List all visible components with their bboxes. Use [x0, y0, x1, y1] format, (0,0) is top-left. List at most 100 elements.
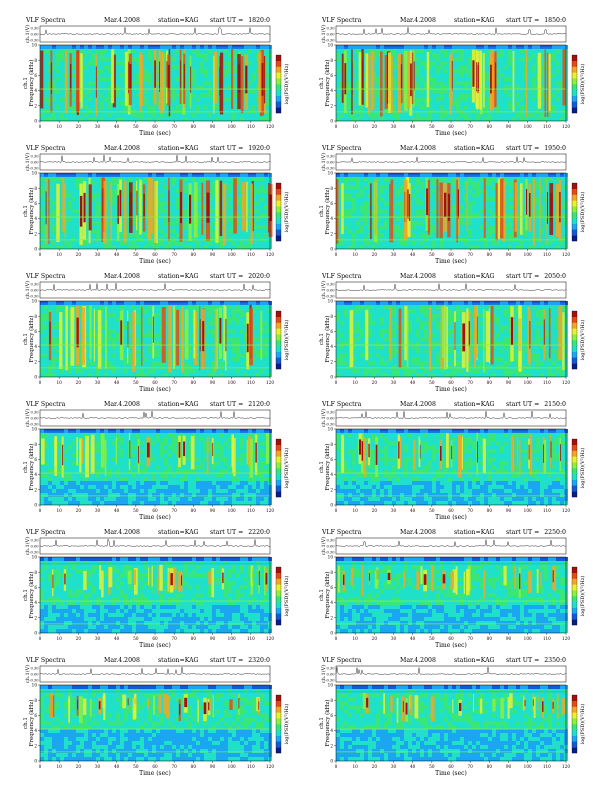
spectrogram-cell	[520, 177, 524, 181]
spectrogram-cell	[228, 49, 232, 53]
spectrogram-cell	[48, 221, 52, 225]
spectrogram-cell	[144, 173, 148, 177]
spectrogram-cell	[108, 241, 112, 245]
spectrogram-streak	[103, 180, 107, 244]
spectrogram-cell	[424, 93, 428, 97]
spectrogram-cell	[376, 209, 380, 213]
spectrogram-cell	[436, 53, 440, 57]
spectrogram-cell	[228, 69, 232, 73]
spectrogram-cell	[156, 217, 160, 221]
spectrogram-cell	[532, 113, 536, 117]
spectrogram-cell	[48, 201, 52, 205]
spectrogram-cell	[136, 205, 140, 209]
spectrogram-cell	[500, 245, 504, 249]
spectrogram-cell	[100, 57, 104, 61]
spectrogram-cell	[400, 209, 404, 213]
colorbar-swatch	[276, 183, 281, 189]
spectrogram-cell	[540, 45, 544, 49]
spectrogram-cell	[540, 85, 544, 89]
spectrogram-cell	[72, 217, 76, 221]
spectrogram-cell	[560, 77, 564, 81]
spectrogram-streak	[439, 182, 443, 239]
spectrogram-cell	[116, 69, 120, 73]
spectrogram-cell	[484, 221, 488, 225]
spectrogram-cell	[420, 221, 424, 225]
spectrogram-cell	[56, 109, 60, 113]
spectrogram-cell	[392, 113, 396, 117]
spectrogram-cell	[556, 45, 560, 49]
spectrogram-streak	[370, 51, 375, 111]
spectrogram-cell	[404, 109, 408, 113]
spectrogram-cell	[444, 73, 448, 77]
spectrogram-cell	[144, 105, 148, 109]
panel-title: VLF Spectra	[321, 145, 362, 152]
spectrogram-cell	[504, 113, 508, 117]
spectrogram-cell	[388, 113, 392, 117]
spectrogram-cell	[152, 301, 156, 305]
spectrogram-cell	[456, 245, 460, 249]
spectrogram-cell	[348, 185, 352, 189]
spectrogram-cell	[252, 229, 256, 233]
spectrogram-cell	[468, 73, 472, 77]
spectrogram-cell	[112, 217, 116, 221]
spectrogram-cell	[560, 181, 564, 185]
spectrogram-cell	[204, 101, 208, 105]
spectrogram-cell	[148, 93, 152, 97]
spectrogram-cell	[380, 189, 384, 193]
spectrogram-cell	[412, 177, 416, 181]
spectrogram-cell	[508, 237, 512, 241]
spectrogram-cell	[208, 89, 212, 93]
spectrogram-cell	[544, 49, 548, 53]
spectrogram-cell	[52, 105, 56, 109]
spectrogram-cell	[492, 117, 496, 121]
spectrogram-cell	[384, 201, 388, 205]
spectrogram-cell	[432, 57, 436, 61]
spectrogram-cell	[500, 57, 504, 61]
spectrogram-cell	[552, 97, 556, 101]
spectrogram-cell	[496, 45, 500, 49]
spectrogram-cell	[488, 205, 492, 209]
spectrogram-cell	[56, 301, 60, 305]
spectrogram-cell	[208, 69, 212, 73]
spectrogram-cell	[144, 101, 148, 105]
spectrogram-cell	[52, 185, 56, 189]
spectrogram-cell	[536, 213, 540, 217]
spectrogram-cell	[416, 105, 420, 109]
spectrogram-cell	[444, 61, 448, 65]
spectrogram-cell	[124, 49, 128, 53]
spectrogram-streak	[537, 52, 542, 109]
spectrogram-cell	[52, 213, 56, 217]
spectrogram-cell	[92, 97, 96, 101]
spectrogram-cell	[64, 245, 68, 249]
spectrogram-cell	[248, 197, 252, 201]
spectrogram-cell	[376, 113, 380, 117]
spectrogram-cell	[232, 301, 236, 305]
spectrogram-cell	[56, 65, 60, 69]
spectrogram-cell	[108, 61, 112, 65]
colorbar-swatch	[276, 194, 281, 201]
spectrogram-cell	[476, 241, 480, 245]
spectrogram-cell	[452, 57, 456, 61]
spectrogram-cell	[208, 109, 212, 113]
spectrogram-streak-core	[237, 64, 241, 93]
spectrogram-cell	[444, 245, 448, 249]
spectrogram-cell	[72, 301, 76, 305]
spectrogram-cell	[220, 173, 224, 177]
spectrogram-cell	[560, 209, 564, 213]
spectrogram-cell	[248, 97, 252, 101]
spectrogram-cell	[384, 229, 388, 233]
spectrogram-cell	[92, 229, 96, 233]
spectrogram-cell	[104, 101, 108, 105]
spectrogram-cell	[252, 89, 256, 93]
spectrogram-cell	[136, 233, 140, 237]
spectrogram-cell	[528, 105, 532, 109]
spectrogram-cell	[92, 45, 96, 49]
spectrogram-cell	[468, 245, 472, 249]
spectrogram-cell	[40, 177, 44, 181]
spectrogram-cell	[368, 205, 372, 209]
spectrogram-cell	[424, 65, 428, 69]
spectrogram-cell	[232, 233, 236, 237]
spectrogram-streak	[160, 52, 165, 113]
spectrogram-cell	[476, 221, 480, 225]
spectrogram-cell	[68, 241, 72, 245]
